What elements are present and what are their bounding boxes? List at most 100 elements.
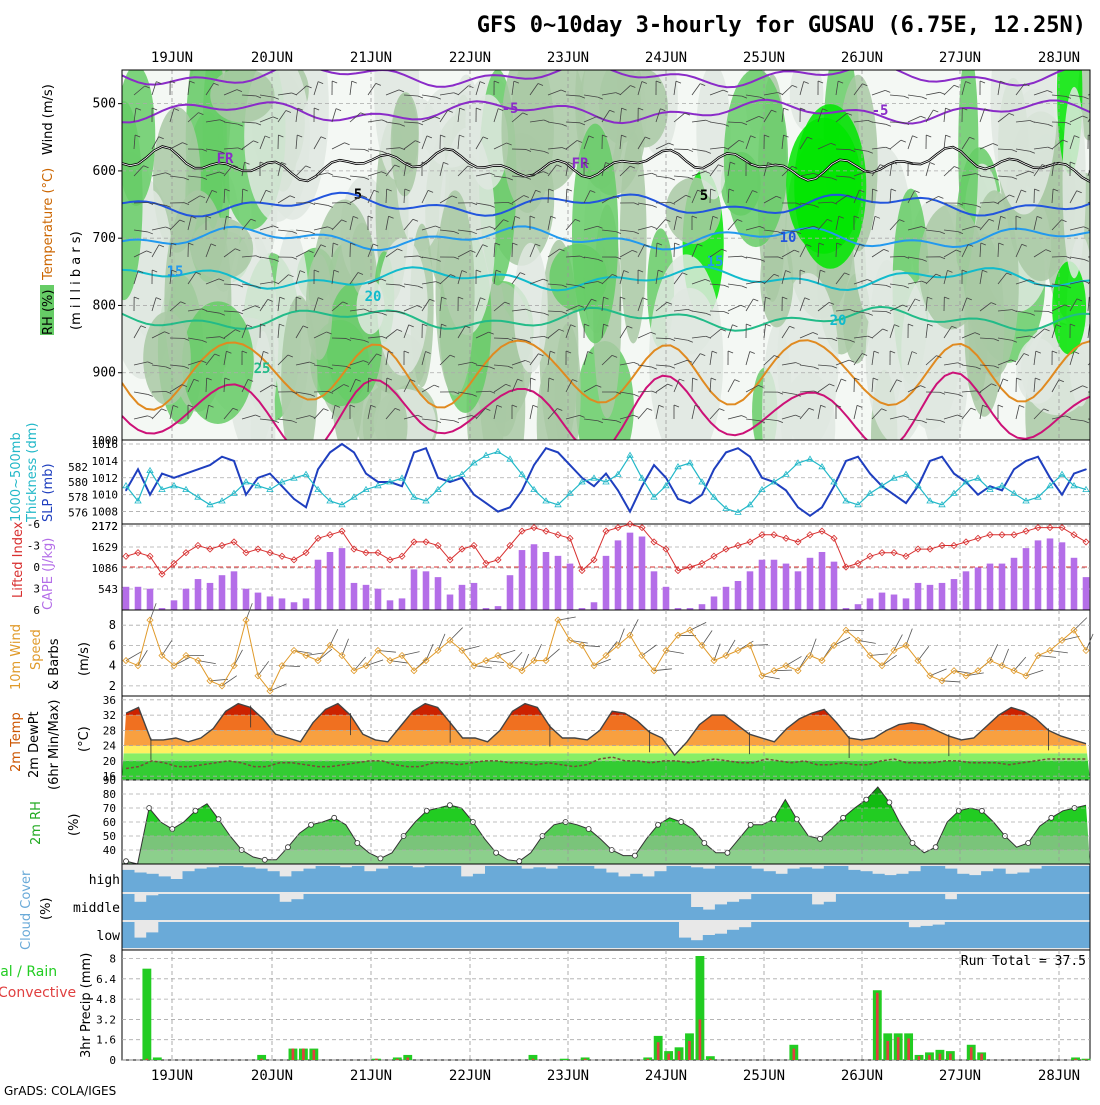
- cloud-cell-low: [957, 922, 970, 948]
- cloud-cell-middle: [848, 894, 861, 920]
- cloud-cell-high: [546, 869, 559, 892]
- rh2-point: [702, 841, 707, 846]
- cloud-cell-low: [860, 922, 873, 948]
- pressure-tick-900: 900: [93, 366, 116, 381]
- cloud-cell-high: [207, 867, 220, 892]
- contour-label-25: 25: [254, 361, 271, 377]
- chart-title: GFS 0~10day 3-hourly for GUSAU (6.75E, 1…: [477, 13, 1086, 38]
- cloud-cell-middle: [618, 894, 631, 920]
- contour-label-FR: FR: [217, 151, 234, 167]
- cloud-cell-low: [800, 922, 813, 948]
- cloud-cell-middle: [727, 902, 740, 920]
- rh2-point: [355, 841, 360, 846]
- cloud-cell-high: [134, 873, 147, 893]
- cloud-cell-high: [437, 866, 450, 892]
- cloud-cell-low: [461, 922, 474, 948]
- date-top-21JUN: 21JUN: [350, 50, 392, 66]
- cloud-cell-low: [824, 922, 837, 948]
- cloud-cell-high: [945, 869, 958, 892]
- cape-bar: [147, 589, 154, 610]
- slp-point: [761, 477, 763, 479]
- cloud-cell-high: [231, 866, 244, 892]
- slp-label: SLP (mb): [41, 463, 56, 522]
- precip-conv-label: Convective: [0, 985, 76, 1001]
- cloud-cell-middle: [872, 894, 885, 920]
- slp-point: [809, 515, 811, 517]
- cape-bar: [351, 583, 358, 610]
- slp-point: [281, 485, 283, 487]
- cape-bar: [123, 587, 130, 610]
- cloud-cell-high: [170, 879, 183, 892]
- cloud-cell-low: [618, 922, 631, 948]
- precip-total-label: Total / Rain: [0, 964, 57, 980]
- precip-conv-bar: [907, 1038, 910, 1060]
- slp-point: [545, 447, 547, 449]
- rh2-point: [817, 836, 822, 841]
- cloud-unit: (%): [39, 898, 54, 921]
- precip-conv-bar: [146, 1059, 149, 1060]
- date-bottom-19JUN: 19JUN: [151, 1068, 193, 1084]
- cloud-cell-middle: [824, 902, 837, 920]
- cloud-cell-high: [183, 871, 196, 892]
- cloud-cell-middle: [896, 894, 909, 920]
- cloud-cell-high: [316, 866, 329, 892]
- precip-tick-4.8: 4.8: [96, 993, 116, 1006]
- cloud-cell-middle: [993, 894, 1006, 920]
- rh2-point: [378, 856, 383, 861]
- temp-tick-20: 20: [103, 755, 116, 768]
- cloud-cell-low: [267, 922, 280, 948]
- slp-point: [569, 464, 571, 466]
- li-tick-3: 3: [33, 583, 40, 596]
- thickness-label: 1000~500mb: [9, 432, 24, 522]
- date-bottom-22JUN: 22JUN: [449, 1068, 491, 1084]
- slp-point: [953, 473, 955, 475]
- date-top-20JUN: 20JUN: [251, 50, 293, 66]
- date-bottom-20JUN: 20JUN: [251, 1068, 293, 1084]
- slp-point: [701, 494, 703, 496]
- cloud-cell-middle: [533, 894, 546, 920]
- cloud-cell-low: [546, 922, 559, 948]
- cloud-cell-middle: [400, 894, 413, 920]
- slp-point: [1049, 477, 1051, 479]
- temp-band: [122, 746, 1090, 754]
- slp-point: [521, 490, 523, 492]
- precip-conv-bar: [657, 1042, 660, 1060]
- rh-blob: [356, 279, 384, 334]
- cloud-cell-low: [775, 922, 788, 948]
- precip-conv-bar: [375, 1059, 378, 1060]
- cloud-cell-middle: [146, 895, 159, 920]
- cloud-cell-middle: [642, 894, 655, 920]
- date-top-27JUN: 27JUN: [939, 50, 981, 66]
- cloud-cell-low: [1054, 922, 1067, 948]
- rh2-point: [887, 800, 892, 805]
- cloud-cell-middle: [739, 899, 752, 920]
- cloud-cell-high: [533, 867, 546, 892]
- precip-conv-bar: [939, 1054, 942, 1060]
- rh2-point: [632, 853, 637, 858]
- cloud-cell-high: [667, 866, 680, 892]
- cloud-cell-low: [872, 922, 885, 948]
- slp-point: [425, 447, 427, 449]
- rh2-tick-40: 40: [103, 844, 116, 857]
- cape-bar: [855, 604, 862, 610]
- slp-point: [185, 473, 187, 475]
- cloud-cell-middle: [412, 894, 425, 920]
- cape-bar: [603, 556, 610, 610]
- slp-point: [329, 452, 331, 454]
- cloud-cell-high: [921, 866, 934, 892]
- cloud-cell-low: [1066, 922, 1079, 948]
- cloud-cell-middle: [715, 904, 728, 920]
- cloud-cell-low: [412, 922, 425, 948]
- upper-barb: [674, 243, 675, 257]
- cloud-cell-high: [400, 866, 413, 892]
- cape-bar: [459, 585, 466, 610]
- rh2-tick-50: 50: [103, 830, 116, 843]
- date-bottom-27JUN: 27JUN: [939, 1068, 981, 1084]
- cloud-cell-middle: [1017, 894, 1030, 920]
- cape-bar: [735, 581, 742, 610]
- slp-tick-1014: 1014: [92, 455, 119, 468]
- rh2-point: [216, 817, 221, 822]
- cloud-cell-middle: [340, 894, 353, 920]
- slp-point: [1085, 469, 1087, 471]
- contour-label-20: 20: [365, 289, 382, 305]
